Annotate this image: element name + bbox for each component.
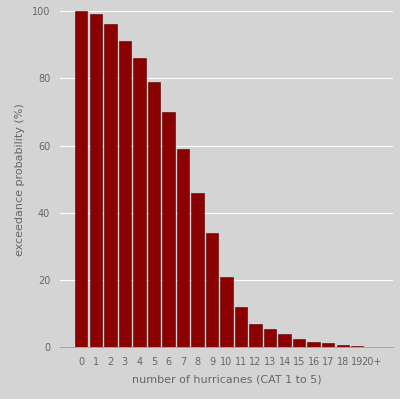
Bar [90,14,102,348]
Bar [206,233,218,348]
Y-axis label: exceedance probability (%): exceedance probability (%) [15,103,25,255]
Bar [249,324,262,348]
Bar [191,193,204,348]
Bar [322,344,334,348]
Bar [177,149,189,348]
X-axis label: number of hurricanes (CAT 1 to 5): number of hurricanes (CAT 1 to 5) [132,374,321,384]
Bar [264,329,276,348]
Bar [133,58,146,348]
Bar [293,339,305,348]
Bar [336,345,349,348]
Bar [162,112,175,348]
Bar [148,82,160,348]
Bar [104,24,116,348]
Bar [75,11,88,348]
Bar [308,342,320,348]
Bar [278,334,291,348]
Bar [351,346,363,348]
Bar [366,347,378,348]
Bar [220,277,233,348]
Bar [119,41,131,348]
Bar [235,307,247,348]
